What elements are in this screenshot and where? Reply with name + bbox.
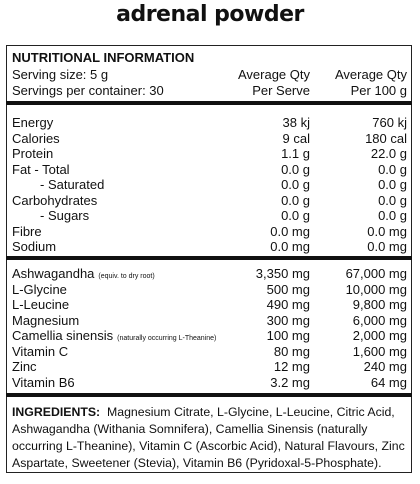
per-serve: 500 mg bbox=[266, 281, 310, 297]
nutrient-name: - Saturated bbox=[40, 177, 105, 192]
per-serve: 0.0 g bbox=[281, 161, 310, 177]
rule bbox=[6, 256, 412, 260]
row-label: Ashwagandha (equiv. to dry root) bbox=[12, 266, 155, 284]
row-label: Fat - Total bbox=[12, 162, 70, 177]
per-100g: 0.0 g bbox=[378, 161, 407, 177]
nutrient-name: Energy bbox=[12, 115, 54, 130]
nutrient-name: Sodium bbox=[12, 239, 57, 254]
nutrient-name: Carbohydrates bbox=[12, 192, 98, 208]
per-100g: 180 cal bbox=[365, 130, 407, 146]
panel-heading: NUTRITIONAL INFORMATION bbox=[12, 50, 195, 65]
per-100g: 760 kj bbox=[372, 115, 407, 130]
nutrient-note: (naturally occurring L-Theanine) bbox=[117, 335, 217, 342]
per-serve: 490 mg bbox=[266, 297, 310, 312]
row-label: Sodium bbox=[12, 239, 56, 254]
per-serve: 0.0 g bbox=[281, 208, 310, 223]
per-100g: 0.0 g bbox=[378, 177, 407, 192]
column-header: Average Qty bbox=[334, 67, 407, 82]
nutrient-name: - Sugars bbox=[40, 208, 90, 223]
nutrient-name: Calories bbox=[12, 130, 60, 146]
nutrient-name: Protein bbox=[12, 146, 54, 161]
per-100g: 0.0 mg bbox=[367, 239, 407, 254]
row-label: Zinc bbox=[12, 359, 37, 374]
title: adrenal powder bbox=[116, 2, 304, 27]
per-100g: 240 mg bbox=[363, 359, 407, 374]
per-100g: 67,000 mg bbox=[345, 266, 407, 281]
row-label: Energy bbox=[12, 115, 53, 130]
per-100g: 0.0 mg bbox=[367, 223, 407, 239]
per-100g: 0.0 g bbox=[378, 208, 407, 223]
nutrient-name: L-Glycine bbox=[12, 281, 67, 297]
nutrient-name: Magnesium bbox=[12, 312, 80, 328]
per-serve: 0.0 g bbox=[281, 177, 310, 192]
servings: Servings per container: 30 bbox=[12, 83, 164, 98]
row-label: Vitamin C bbox=[12, 344, 68, 359]
per-serve: 38 kj bbox=[282, 115, 310, 130]
per-100g: 1,600 mg bbox=[352, 343, 407, 359]
nutrient-name: Zinc bbox=[12, 359, 37, 374]
column-header: Average Qty bbox=[237, 67, 310, 82]
nutrient-name: Fat - Total bbox=[12, 161, 70, 177]
row-label: Vitamin B6 bbox=[12, 375, 75, 390]
row-label: Protein bbox=[12, 146, 53, 161]
row-label: - Saturated bbox=[40, 177, 104, 192]
per-100g: 22.0 g bbox=[370, 146, 407, 161]
per-serve: 9 cal bbox=[282, 130, 310, 146]
row-label: L-Leucine bbox=[12, 297, 69, 312]
per-100g: 10,000 mg bbox=[345, 281, 407, 297]
nutrient-name: L-Leucine bbox=[12, 297, 70, 312]
row-label: L-Glycine bbox=[12, 282, 67, 297]
per-serve: 300 mg bbox=[266, 312, 310, 328]
per-serve: 100 mg bbox=[266, 328, 310, 343]
per-serve: 80 mg bbox=[273, 343, 310, 359]
per-100g: 9,800 mg bbox=[352, 297, 407, 312]
rule bbox=[6, 393, 412, 397]
per-serve: 1.1 g bbox=[281, 146, 310, 161]
per-serve: 0.0 mg bbox=[270, 239, 310, 254]
nutrient-note: (equiv. to dry root) bbox=[98, 273, 155, 280]
ingredients: INGREDIENTS: Magnesium Citrate, L-Glycin… bbox=[12, 404, 410, 472]
nutrient-name: Vitamin C bbox=[12, 343, 69, 359]
serving-size: Serving size: 5 g bbox=[12, 67, 109, 82]
row-label: Magnesium bbox=[12, 313, 79, 328]
nutrient-name: Vitamin B6 bbox=[12, 374, 75, 390]
column-header: Per Serve bbox=[252, 83, 310, 98]
nutrient-name: Fibre bbox=[12, 223, 42, 239]
row-label: Carbohydrates bbox=[12, 193, 97, 208]
per-100g: 2,000 mg bbox=[352, 328, 407, 343]
per-serve: 0.0 g bbox=[281, 192, 310, 208]
column-header: Per 100 g bbox=[350, 83, 407, 98]
per-serve: 3.2 mg bbox=[270, 374, 310, 390]
per-100g: 6,000 mg bbox=[352, 312, 407, 328]
row-label: - Sugars bbox=[40, 208, 89, 223]
ingredients-text: Magnesium Citrate, L-Glycine, L-Leucine,… bbox=[12, 405, 405, 470]
row-label: Camellia sinensis (naturally occurring L-… bbox=[12, 328, 216, 346]
nutrient-name: Camellia sinensis bbox=[12, 328, 114, 343]
row-label: Fibre bbox=[12, 224, 42, 239]
row-label: Calories bbox=[12, 131, 60, 146]
per-serve: 12 mg bbox=[273, 359, 310, 374]
per-100g: 0.0 g bbox=[378, 192, 407, 208]
per-serve: 3,350 mg bbox=[255, 266, 310, 281]
per-serve: 0.0 mg bbox=[270, 223, 310, 239]
rule bbox=[6, 101, 412, 105]
ingredients-label: INGREDIENTS: bbox=[12, 405, 101, 419]
per-100g: 64 mg bbox=[370, 374, 407, 390]
nutrient-name: Ashwagandha bbox=[12, 266, 95, 281]
